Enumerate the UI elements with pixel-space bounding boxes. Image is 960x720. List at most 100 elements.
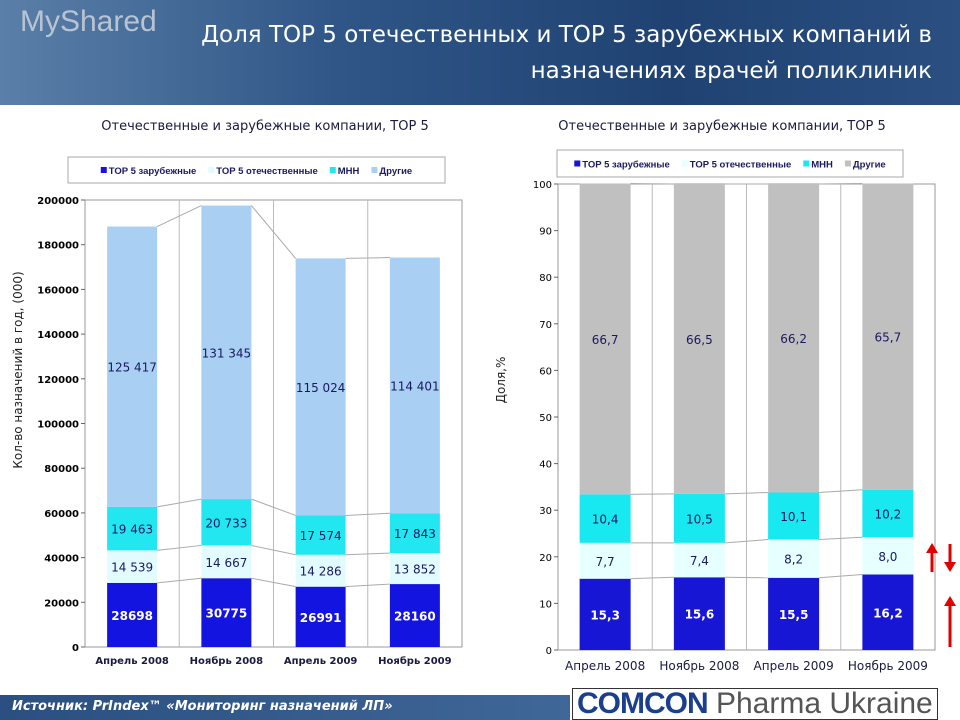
legend-label: TOP 5 зарубежные xyxy=(582,160,670,171)
data-label: 114 401 xyxy=(390,379,440,393)
series-connector xyxy=(156,205,202,228)
legend-swatch xyxy=(803,160,810,167)
bar-segment xyxy=(201,205,252,500)
logo-text: Pharma Ukraine xyxy=(707,687,933,720)
bar-segment xyxy=(862,574,914,650)
source-note: Источник: PrIndex™ «Мониторинг назначени… xyxy=(12,699,393,714)
legend-label: МНН xyxy=(338,166,360,177)
data-label: 131 345 xyxy=(202,346,252,360)
bar-segment xyxy=(768,577,820,650)
y-tick-label: 20000 xyxy=(44,598,79,609)
x-tick-label: Ноябрь 2009 xyxy=(378,655,451,667)
y-tick-label: 80 xyxy=(539,273,552,284)
legend-label: МНН xyxy=(811,160,833,171)
series-connector xyxy=(819,489,863,493)
bar-segment xyxy=(107,226,158,507)
header-banner: Доля TOP 5 отечественных и TOP 5 зарубеж… xyxy=(0,0,960,105)
data-label: 66,7 xyxy=(592,333,619,347)
legend-swatch xyxy=(371,167,378,173)
series-connector xyxy=(345,512,390,516)
y-axis-label: Доля,% xyxy=(494,357,508,404)
y-tick-label: 0 xyxy=(546,646,552,657)
data-label: 14 667 xyxy=(205,556,247,570)
bar-segment xyxy=(107,550,158,583)
watermark: MyShared xyxy=(20,5,157,38)
x-tick-label: Апрель 2009 xyxy=(754,659,834,673)
legend xyxy=(67,156,446,184)
footer-bar: Источник: PrIndex™ «Мониторинг назначени… xyxy=(0,695,570,720)
series-connector xyxy=(345,583,390,588)
bar-segment xyxy=(862,537,914,575)
data-label: 14 286 xyxy=(300,565,342,579)
up-arrow-icon-head xyxy=(944,596,956,606)
bar-segment xyxy=(295,586,346,647)
data-label: 125 417 xyxy=(107,361,157,375)
y-tick-label: 50 xyxy=(539,413,552,424)
data-label: 14 539 xyxy=(111,561,153,575)
bar-segment xyxy=(768,492,820,540)
y-tick-label: 90 xyxy=(539,227,552,238)
y-tick-label: 140000 xyxy=(37,330,79,341)
y-tick-label: 60000 xyxy=(44,509,79,520)
data-label: 66,5 xyxy=(686,333,713,347)
data-label: 10,5 xyxy=(686,512,713,526)
legend-swatch xyxy=(208,167,215,173)
bar-segment xyxy=(579,578,631,650)
series-connector xyxy=(345,552,390,556)
data-label: 20 733 xyxy=(205,516,247,530)
x-tick-label: Ноябрь 2008 xyxy=(659,659,739,673)
bar-segment xyxy=(673,577,725,650)
page-title-line2: назначениях врачей поликлиник xyxy=(530,58,932,84)
series-connector xyxy=(251,577,296,588)
up-arrow-icon-head xyxy=(926,543,938,553)
legend-label: TOP 5 зарубежные xyxy=(109,166,197,177)
data-label: 65,7 xyxy=(875,331,902,345)
bar-segment xyxy=(579,494,631,543)
bar-segment xyxy=(201,499,252,546)
chart-title: Отечественные и зарубежные компании, TOP… xyxy=(558,119,885,134)
page-title-line1: Доля TOP 5 отечественных и TOP 5 зарубеж… xyxy=(201,22,932,48)
y-tick-label: 10 xyxy=(539,599,552,610)
bar-segment xyxy=(673,493,725,543)
series-connector xyxy=(157,577,202,584)
y-tick-label: 100 xyxy=(533,180,552,191)
data-label: 13 852 xyxy=(394,563,436,577)
bar-segment xyxy=(201,578,252,647)
data-label: 15,5 xyxy=(779,608,809,622)
y-tick-label: 180000 xyxy=(37,241,79,252)
data-label: 7,7 xyxy=(596,555,615,569)
y-axis-label: Кол-во назначений в год, (000) xyxy=(11,271,25,468)
x-tick-label: Апрель 2008 xyxy=(95,656,169,667)
bar-segment xyxy=(862,489,914,538)
y-tick-label: 30 xyxy=(539,506,552,517)
data-label: 15,3 xyxy=(590,608,620,622)
legend-swatch xyxy=(574,160,581,167)
legend-swatch xyxy=(329,167,336,173)
data-label: 17 574 xyxy=(300,529,342,543)
series-connector xyxy=(724,491,769,495)
y-tick-label: 40000 xyxy=(44,554,79,565)
legend-swatch xyxy=(844,160,851,167)
x-tick-label: Ноябрь 2009 xyxy=(848,659,928,673)
bar-segment xyxy=(107,506,158,551)
y-tick-label: 0 xyxy=(72,643,79,654)
legend-label: Другие xyxy=(853,160,886,171)
bar-segment xyxy=(295,258,346,516)
legend-swatch xyxy=(100,167,107,173)
data-label: 17 843 xyxy=(394,527,436,541)
x-tick-label: Апрель 2009 xyxy=(284,656,358,667)
bar-segment xyxy=(673,184,725,494)
x-tick-label: Ноябрь 2008 xyxy=(190,655,263,667)
data-label: 15,6 xyxy=(685,608,715,622)
bar-segment xyxy=(768,539,820,578)
data-label: 28160 xyxy=(394,610,436,624)
y-tick-label: 70 xyxy=(539,320,552,331)
data-label: 8,2 xyxy=(784,553,803,567)
y-tick-label: 20 xyxy=(539,553,552,564)
data-label: 10,1 xyxy=(780,510,807,524)
data-label: 19 463 xyxy=(111,523,153,537)
series-connector xyxy=(157,544,202,551)
series-connector xyxy=(819,574,863,579)
y-tick-label: 100000 xyxy=(37,420,79,431)
